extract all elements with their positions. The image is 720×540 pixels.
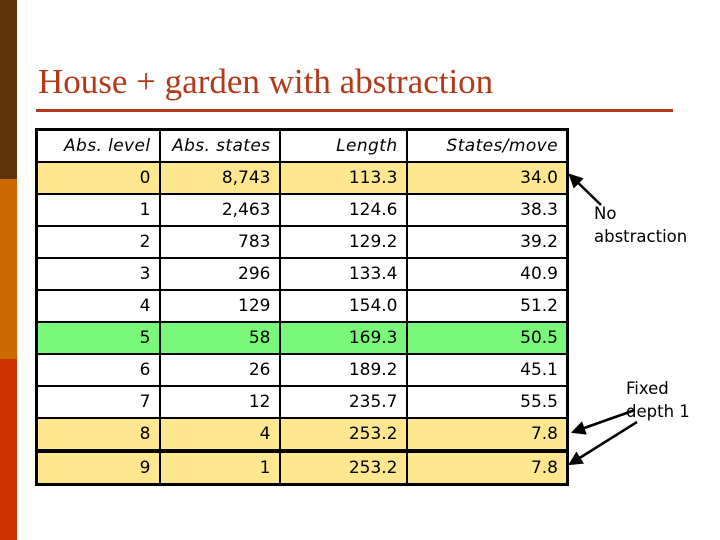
cell-length: 113.3 bbox=[278, 161, 408, 195]
cell-states-per-move: 51.2 bbox=[405, 289, 569, 323]
slide-title: House + garden with abstraction bbox=[38, 62, 494, 101]
results-table: Abs. level Abs. states Length States/mov… bbox=[35, 128, 569, 486]
cell-states-per-move: 50.5 bbox=[405, 321, 569, 355]
table-row: 1 2,463 124.6 38.3 bbox=[35, 193, 569, 227]
cell-states-per-move: 45.1 bbox=[405, 353, 569, 387]
cell-abs-level: 1 bbox=[35, 193, 161, 227]
cell-abs-states: 783 bbox=[158, 225, 281, 259]
cell-length: 133.4 bbox=[278, 257, 408, 291]
cell-abs-states: 296 bbox=[158, 257, 281, 291]
cell-abs-level: 6 bbox=[35, 353, 161, 387]
cell-abs-states: 8,743 bbox=[158, 161, 281, 195]
cell-abs-states: 58 bbox=[158, 321, 281, 355]
cell-abs-states: 1 bbox=[158, 449, 281, 486]
arrow-no-abstraction bbox=[568, 173, 602, 206]
cell-abs-states: 129 bbox=[158, 289, 281, 323]
annotation-fixed-depth: Fixed depth 1 bbox=[626, 379, 690, 421]
arrow-fixed-depth-row9 bbox=[568, 420, 638, 466]
annotation-no-abstraction: No abstraction bbox=[594, 204, 688, 246]
table-row: 7 12 235.7 55.5 bbox=[35, 385, 569, 419]
cell-states-per-move: 38.3 bbox=[405, 193, 569, 227]
table-row: 9 1 253.2 7.8 bbox=[35, 449, 569, 486]
cell-length: 253.2 bbox=[278, 417, 408, 452]
accent-segment-brown bbox=[0, 0, 17, 179]
cell-abs-level: 0 bbox=[35, 161, 161, 195]
left-accent-bar bbox=[0, 0, 17, 540]
cell-abs-level: 8 bbox=[35, 417, 161, 452]
cell-length: 154.0 bbox=[278, 289, 408, 323]
cell-states-per-move: 55.5 bbox=[405, 385, 569, 419]
cell-length: 253.2 bbox=[278, 449, 408, 486]
cell-states-per-move: 39.2 bbox=[405, 225, 569, 259]
table-row: 8 4 253.2 7.8 bbox=[35, 417, 569, 452]
cell-abs-states: 26 bbox=[158, 353, 281, 387]
cell-length: 169.3 bbox=[278, 321, 408, 355]
cell-abs-level: 4 bbox=[35, 289, 161, 323]
col-header-states-per-move: States/move bbox=[405, 128, 569, 163]
cell-abs-level: 2 bbox=[35, 225, 161, 259]
cell-abs-level: 5 bbox=[35, 321, 161, 355]
table-header-row: Abs. level Abs. states Length States/mov… bbox=[35, 128, 569, 163]
title-underline bbox=[36, 109, 673, 112]
cell-abs-states: 4 bbox=[158, 417, 281, 452]
accent-segment-red bbox=[0, 359, 17, 540]
col-header-abs-states: Abs. states bbox=[158, 128, 281, 163]
cell-states-per-move: 7.8 bbox=[405, 449, 569, 486]
results-table-body: 0 8,743 113.3 34.0 1 2,463 124.6 38.3 2 783 129.2 3… bbox=[35, 161, 569, 486]
col-header-length: Length bbox=[278, 128, 408, 163]
table-row: 3 296 133.4 40.9 bbox=[35, 257, 569, 291]
cell-abs-level: 7 bbox=[35, 385, 161, 419]
table-row: 6 26 189.2 45.1 bbox=[35, 353, 569, 387]
cell-abs-states: 2,463 bbox=[158, 193, 281, 227]
cell-length: 129.2 bbox=[278, 225, 408, 259]
table-row: 0 8,743 113.3 34.0 bbox=[35, 161, 569, 195]
cell-length: 235.7 bbox=[278, 385, 408, 419]
table-row: 4 129 154.0 51.2 bbox=[35, 289, 569, 323]
cell-states-per-move: 34.0 bbox=[405, 161, 569, 195]
cell-length: 189.2 bbox=[278, 353, 408, 387]
accent-segment-orange bbox=[0, 179, 17, 359]
cell-length: 124.6 bbox=[278, 193, 408, 227]
col-header-abs-level: Abs. level bbox=[35, 128, 161, 163]
table-row: 2 783 129.2 39.2 bbox=[35, 225, 569, 259]
cell-states-per-move: 40.9 bbox=[405, 257, 569, 291]
cell-abs-level: 3 bbox=[35, 257, 161, 291]
cell-abs-level: 9 bbox=[35, 449, 161, 486]
cell-states-per-move: 7.8 bbox=[405, 417, 569, 452]
table-row: 5 58 169.3 50.5 bbox=[35, 321, 569, 355]
cell-abs-states: 12 bbox=[158, 385, 281, 419]
